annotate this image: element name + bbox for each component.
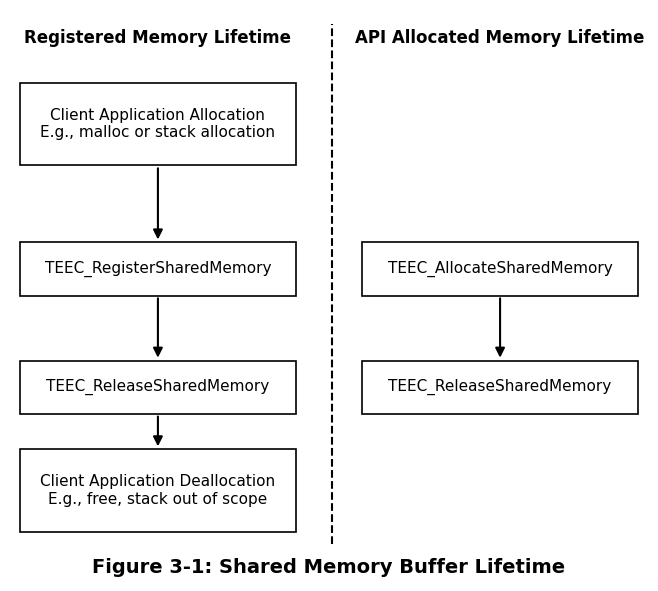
Text: Figure 3-1: Shared Memory Buffer Lifetime: Figure 3-1: Shared Memory Buffer Lifetim…: [92, 558, 566, 577]
Text: Registered Memory Lifetime: Registered Memory Lifetime: [24, 30, 291, 47]
Bar: [20, 242, 296, 296]
Text: Client Application Allocation
E.g., malloc or stack allocation: Client Application Allocation E.g., mall…: [40, 108, 276, 140]
Bar: [20, 83, 296, 165]
Bar: [20, 361, 296, 414]
Text: Client Application Deallocation
E.g., free, stack out of scope: Client Application Deallocation E.g., fr…: [40, 475, 276, 506]
Bar: [20, 449, 296, 532]
Text: TEEC_ReleaseSharedMemory: TEEC_ReleaseSharedMemory: [388, 379, 612, 395]
Bar: [362, 242, 638, 296]
Bar: [362, 361, 638, 414]
Text: TEEC_ReleaseSharedMemory: TEEC_ReleaseSharedMemory: [46, 379, 270, 395]
Text: API Allocated Memory Lifetime: API Allocated Memory Lifetime: [355, 30, 645, 47]
Text: TEEC_RegisterSharedMemory: TEEC_RegisterSharedMemory: [45, 261, 271, 277]
Text: TEEC_AllocateSharedMemory: TEEC_AllocateSharedMemory: [388, 261, 613, 277]
